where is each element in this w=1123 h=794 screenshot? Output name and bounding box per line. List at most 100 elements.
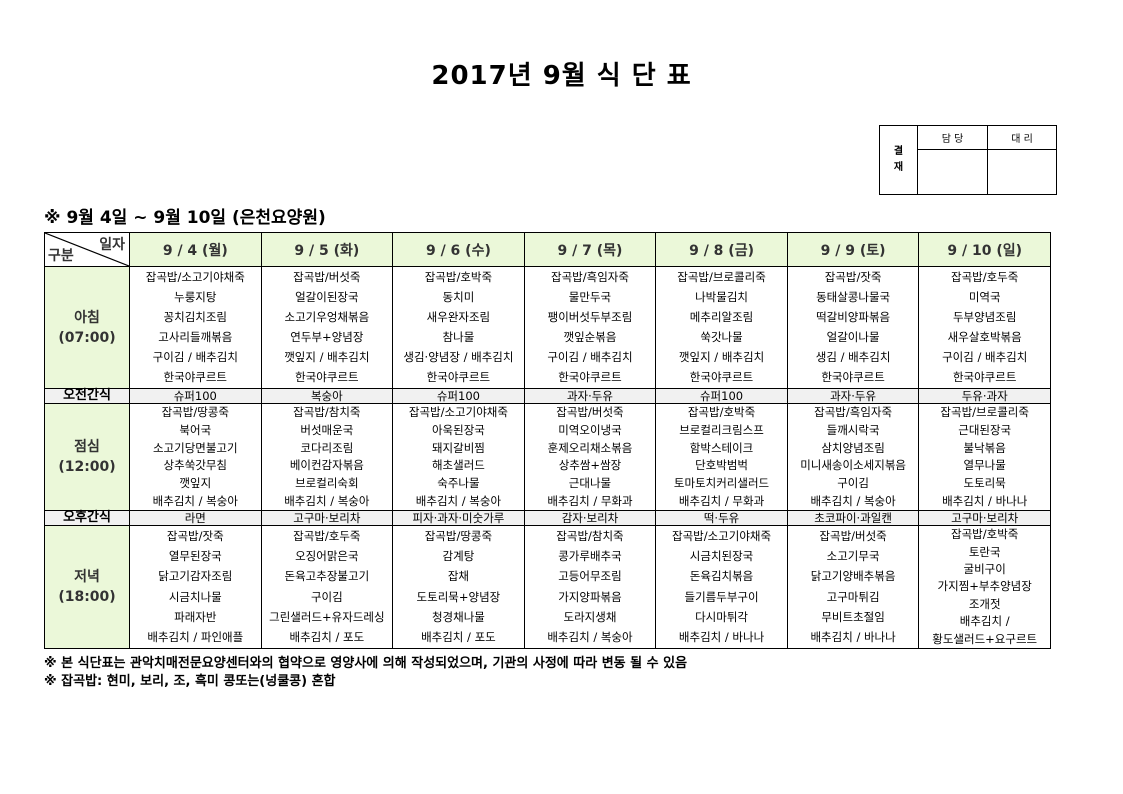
menu-cell: 잡곡밥/버섯죽 얼갈이된장국 소고기우엉채볶음 연두부+양념장 깻잎지 / 배추김치 한국… (260, 266, 394, 389)
menu-item: 숙주나물 (437, 475, 480, 490)
menu-item: 파래자반 (174, 609, 217, 624)
menu-item: 잡곡밥/호박죽 (951, 527, 1019, 542)
menu-item: 생김 / 배추김치 (815, 350, 891, 365)
menu-item: 잡곡밥/호박죽 (687, 405, 756, 420)
menu-item: 잡곡밥/흑임자죽 (551, 269, 629, 284)
menu-item: 소고기우엉채볶음 (284, 309, 370, 324)
menu-item: 배추김치 / 포도 (289, 630, 365, 645)
menu-item: 근대된장국 (958, 422, 1012, 437)
menu-cell: 잡곡밥/땅콩죽 감계탕 잡채 도토리묵+양념장 청경채나물 배추김치 / 포도 (392, 525, 525, 649)
menu-item: 두부양념조림 (952, 309, 1017, 324)
day-header: 9 / 8 (금) (655, 232, 788, 267)
menu-item: 한국야쿠르트 (689, 370, 754, 385)
menu-item: 배추김치 / 바나나 (942, 493, 1028, 508)
menu-item: 불낙볶음 (963, 440, 1006, 455)
menu-item: 잡곡밥/흑임자죽 (814, 405, 893, 420)
menu-cell: 잡곡밥/호박죽 브로컬리크림스프 함박스테이크 단호박범벅 토마토치커리샐러드 배추김치 … (655, 403, 788, 511)
menu-item: 동태살콩나물국 (816, 289, 891, 304)
snack-cell: 라면 (129, 510, 262, 526)
menu-item: 배추김치 / 바나나 (678, 630, 765, 645)
menu-item: 다시마튀각 (695, 609, 748, 624)
menu-cell: 잡곡밥/소고기야채죽 시금치된장국 돈육김치볶음 들기름두부구이 다시마튀각 배추김치 /… (655, 525, 788, 649)
note-2: ※ 잡곡밥: 현미, 보리, 조, 흑미 콩또는(넝쿨콩) 혼합 (44, 674, 336, 689)
menu-item: 청경채나물 (431, 609, 485, 624)
menu-item: 배추김치 / 포도 (421, 630, 496, 645)
menu-item: 연두부+양념장 (290, 330, 364, 345)
menu-item: 고구마튀김 (826, 589, 880, 604)
menu-cell: 잡곡밥/버섯죽 소고기무국 닭고기양배추볶음 고구마튀김 무비트초절임 배추김치 / 바나… (786, 525, 920, 649)
meal-name: 저녁 (74, 569, 100, 585)
menu-item: 소고기무국 (826, 548, 880, 563)
menu-item: 고사리들깨볶음 (158, 330, 233, 345)
menu-item: 단호박범벅 (695, 458, 748, 473)
snack-cell: 슈퍼100 (392, 388, 525, 404)
meal-time: (12:00) (58, 459, 116, 475)
menu-item: 배추김치 / 복숭아 (547, 630, 633, 645)
snack-cell: 슈퍼100 (655, 388, 788, 404)
menu-cell: 잡곡밥/호두죽 오징어맑은국 돈육고추장불고기 구이김 그린샐러드+유자드레싱 배추김치 … (260, 525, 394, 649)
menu-item: 가지양파볶음 (558, 589, 622, 604)
header-row: 일자 구분 9 / 4 (월) 9 / 5 (화) 9 / 6 (수) 9 / 7 (목)… (44, 232, 1051, 267)
menu-item: 상추쌈+쌈장 (558, 458, 622, 473)
menu-item: 잡곡밥/잣죽 (166, 528, 224, 543)
menu-item: 브로컬리숙회 (295, 475, 359, 490)
morning_snack-label: 오전간식 (44, 388, 130, 404)
meal-time: (07:00) (58, 329, 116, 346)
menu-item: 잡채 (447, 569, 469, 584)
menu-item: 한국야쿠르트 (952, 370, 1017, 385)
menu-item: 물만두국 (568, 289, 612, 304)
meal-name: 점심 (74, 439, 100, 455)
snack-cell: 고구마·보리차 (918, 510, 1051, 526)
menu-item: 열무된장국 (168, 548, 222, 563)
menu-item: 배추김치 / 복숭아 (152, 493, 238, 508)
menu-item: 동치미 (442, 289, 475, 304)
menu-item: 닭고기감자조림 (158, 569, 233, 584)
snack-cell: 과자·두유 (786, 388, 920, 404)
menu-item: 참나물 (442, 330, 475, 345)
menu-cell: 잡곡밥/버섯죽 미역오이냉국 훈제오리채소볶음 상추쌈+쌈장 근대나물 배추김치 / 무화… (523, 403, 657, 511)
menu-item: 잡곡밥/땅콩죽 (161, 405, 229, 420)
menu-cell: 잡곡밥/잣죽 열무된장국 닭고기감자조림 시금치나물 파래자반 배추김치 / 파인애플 (129, 525, 262, 649)
menu-item: 무비트초절임 (821, 609, 885, 624)
menu-item: 굴비구이 (963, 562, 1006, 577)
day-header: 9 / 9 (토) (786, 232, 920, 267)
menu-item: 한국야쿠르트 (426, 370, 491, 385)
afternoon_snack-label: 오후간식 (44, 510, 130, 526)
menu-item: 소고기당면불고기 (152, 440, 238, 455)
menu-item: 한국야쿠르트 (558, 370, 622, 385)
menu-item: 배추김치 / 파인애플 (147, 630, 244, 645)
menu-cell: 잡곡밥/땅콩죽 북어국 소고기당면불고기 상추쑥갓무침 깻잎지 배추김치 / 복숭아 (129, 403, 262, 511)
menu-item: 해초샐러드 (431, 458, 485, 473)
breakfast-row: 아침 (07:00) 잡곡밥/소고기야채죽 누룽지탕 꽁치김치조림 고사리들깨볶음 구이김 … (44, 266, 1051, 389)
menu-item: 토마토치커리샐러드 (673, 475, 770, 490)
approval-label-bottom: 재 (893, 162, 904, 173)
menu-item: 잡곡밥/잣죽 (824, 269, 882, 284)
menu-item: 한국야쿠르트 (821, 370, 885, 385)
menu-item: 한국야쿠르트 (163, 370, 228, 385)
menu-cell: 잡곡밥/흑임자죽 들깨시락국 삼치양념조림 미니새송이소세지볶음 구이김 배추김치 / 복… (786, 403, 920, 511)
menu-item: 깻잎지 (179, 475, 212, 490)
day-header: 9 / 6 (수) (392, 232, 525, 267)
menu-item: 아욱된장국 (431, 422, 485, 437)
menu-item: 도토리묵+양념장 (416, 589, 501, 604)
menu-item: 팽이버섯두부조림 (547, 309, 633, 324)
menu-item: 잡곡밥/소고기야채죽 (408, 405, 508, 420)
menu-item: 잡곡밥/브로콜리죽 (677, 269, 766, 284)
menu-item: 한국야쿠르트 (295, 370, 359, 385)
menu-item: 잡곡밥/브로콜리죽 (940, 405, 1029, 420)
menu-item: 배추김치 / 복숭아 (415, 493, 502, 508)
menu-item: 돼지갈비찜 (431, 440, 485, 455)
menu-item: 떡갈비양파볶음 (816, 309, 891, 324)
menu-item: 잡곡밥/호박죽 (424, 269, 493, 284)
menu-item: 돈육고추장불고기 (284, 569, 370, 584)
menu-item: 배추김치 / 무화과 (547, 493, 633, 508)
menu-item: 근대나물 (568, 475, 612, 490)
snack-cell: 과자·두유 (523, 388, 657, 404)
menu-item: 그린샐러드+유자드레싱 (269, 609, 385, 624)
snack-cell: 피자·과자·미숫가루 (392, 510, 525, 526)
menu-item: 버섯매운국 (300, 422, 354, 437)
menu-item: 미니새송이소세지볶음 (800, 458, 906, 473)
menu-item: 북어국 (179, 422, 212, 437)
menu-item: 훈제오리채소볶음 (547, 440, 633, 455)
menu-cell: 잡곡밥/소고기야채죽 누룽지탕 꽁치김치조림 고사리들깨볶음 구이김 / 배추김치 한국야… (129, 266, 262, 389)
